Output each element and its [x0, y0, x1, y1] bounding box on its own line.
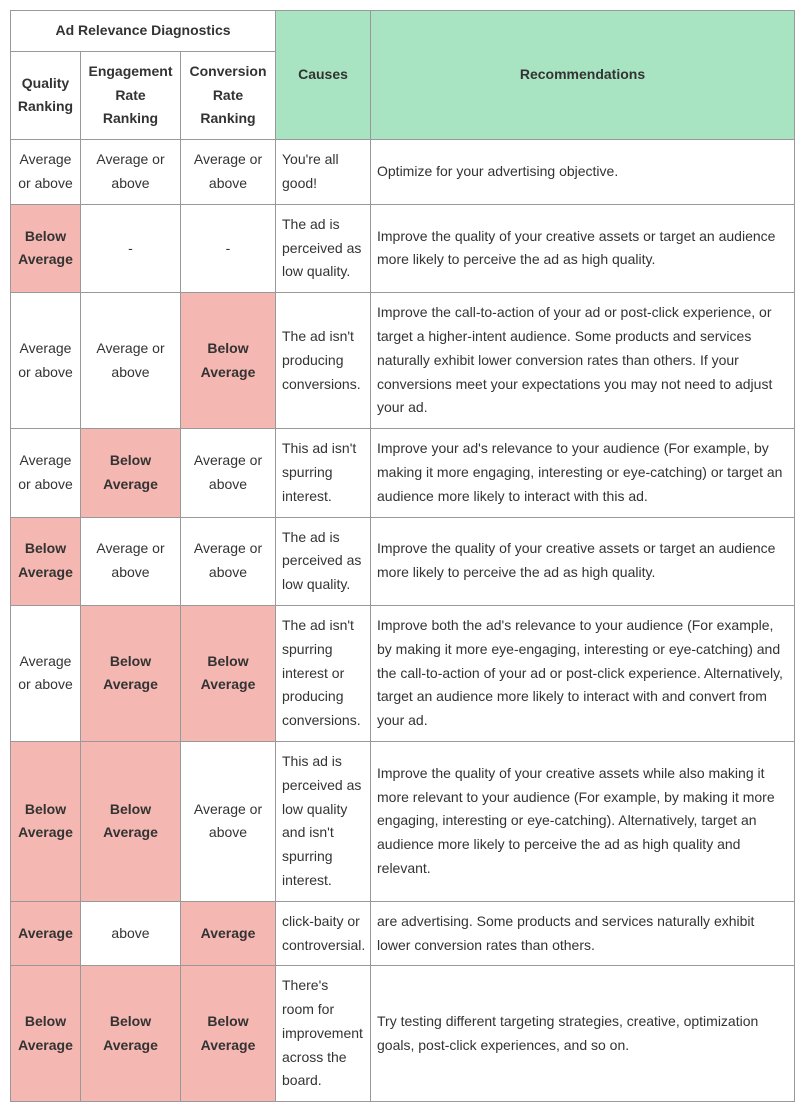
recommendation-cell: Optimize for your advertising objective.: [371, 140, 795, 205]
table-row: Below AverageBelow AverageBelow AverageT…: [11, 966, 795, 1102]
header-engagement: Engagement Rate Ranking: [81, 51, 181, 139]
cause-cell: The ad isn't spurring interest or produc…: [276, 605, 371, 741]
header-conversion: Conversion Rate Ranking: [181, 51, 276, 139]
cause-cell: The ad is perceived as low quality.: [276, 517, 371, 605]
e-ranking-cell: above: [81, 901, 181, 966]
e-ranking-cell: Average or above: [81, 517, 181, 605]
c-ranking-cell: Below Average: [181, 293, 276, 429]
recommendation-cell: Improve the quality of your creative ass…: [371, 204, 795, 292]
table-row: Average or aboveBelow AverageAverage or …: [11, 429, 795, 517]
cause-cell: This ad isn't spurring interest.: [276, 429, 371, 517]
recommendation-cell: Improve the quality of your creative ass…: [371, 741, 795, 901]
header-causes: Causes: [276, 11, 371, 140]
recommendation-cell: Improve the call-to-action of your ad or…: [371, 293, 795, 429]
cause-cell: The ad is perceived as low quality.: [276, 204, 371, 292]
e-ranking-cell: Average or above: [81, 293, 181, 429]
e-ranking-cell: Average or above: [81, 140, 181, 205]
e-ranking-cell: Below Average: [81, 429, 181, 517]
q-ranking-cell: Average or above: [11, 605, 81, 741]
cause-cell: There's room for improvement across the …: [276, 966, 371, 1102]
recommendation-cell: Improve the quality of your creative ass…: [371, 517, 795, 605]
c-ranking-cell: Below Average: [181, 966, 276, 1102]
table-header: Ad Relevance Diagnostics Causes Recommen…: [11, 11, 795, 140]
q-ranking-cell: Below Average: [11, 517, 81, 605]
e-ranking-cell: -: [81, 204, 181, 292]
recommendation-cell: Improve your ad's relevance to your audi…: [371, 429, 795, 517]
cause-cell: This ad is perceived as low quality and …: [276, 741, 371, 901]
table-row: AverageaboveAverageclick-baity or contro…: [11, 901, 795, 966]
recommendation-cell: Try testing different targeting strategi…: [371, 966, 795, 1102]
table-row: Average or aboveBelow AverageBelow Avera…: [11, 605, 795, 741]
q-ranking-cell: Average: [11, 901, 81, 966]
table-row: Average or aboveAverage or aboveAverage …: [11, 140, 795, 205]
recommendation-cell: Improve both the ad's relevance to your …: [371, 605, 795, 741]
e-ranking-cell: Below Average: [81, 741, 181, 901]
table-row: Below AverageAverage or aboveAverage or …: [11, 517, 795, 605]
header-group: Ad Relevance Diagnostics: [11, 11, 276, 52]
c-ranking-cell: Average or above: [181, 517, 276, 605]
table-row: Average or aboveAverage or aboveBelow Av…: [11, 293, 795, 429]
q-ranking-cell: Below Average: [11, 204, 81, 292]
q-ranking-cell: Average or above: [11, 140, 81, 205]
header-quality: Quality Ranking: [11, 51, 81, 139]
header-recommendations: Recommendations: [371, 11, 795, 140]
diagnostics-table: Ad Relevance Diagnostics Causes Recommen…: [10, 10, 795, 1102]
cause-cell: The ad isn't producing conversions.: [276, 293, 371, 429]
c-ranking-cell: Average or above: [181, 140, 276, 205]
c-ranking-cell: Average: [181, 901, 276, 966]
c-ranking-cell: Below Average: [181, 605, 276, 741]
q-ranking-cell: Average or above: [11, 293, 81, 429]
q-ranking-cell: Average or above: [11, 429, 81, 517]
e-ranking-cell: Below Average: [81, 605, 181, 741]
recommendation-cell: are advertising. Some products and servi…: [371, 901, 795, 966]
q-ranking-cell: Below Average: [11, 966, 81, 1102]
table-body: Average or aboveAverage or aboveAverage …: [11, 140, 795, 1102]
c-ranking-cell: Average or above: [181, 429, 276, 517]
cause-cell: click-baity or controversial.: [276, 901, 371, 966]
table-row: Below Average--The ad is perceived as lo…: [11, 204, 795, 292]
q-ranking-cell: Below Average: [11, 741, 81, 901]
cause-cell: You're all good!: [276, 140, 371, 205]
c-ranking-cell: -: [181, 204, 276, 292]
e-ranking-cell: Below Average: [81, 966, 181, 1102]
c-ranking-cell: Average or above: [181, 741, 276, 901]
table-row: Below AverageBelow AverageAverage or abo…: [11, 741, 795, 901]
